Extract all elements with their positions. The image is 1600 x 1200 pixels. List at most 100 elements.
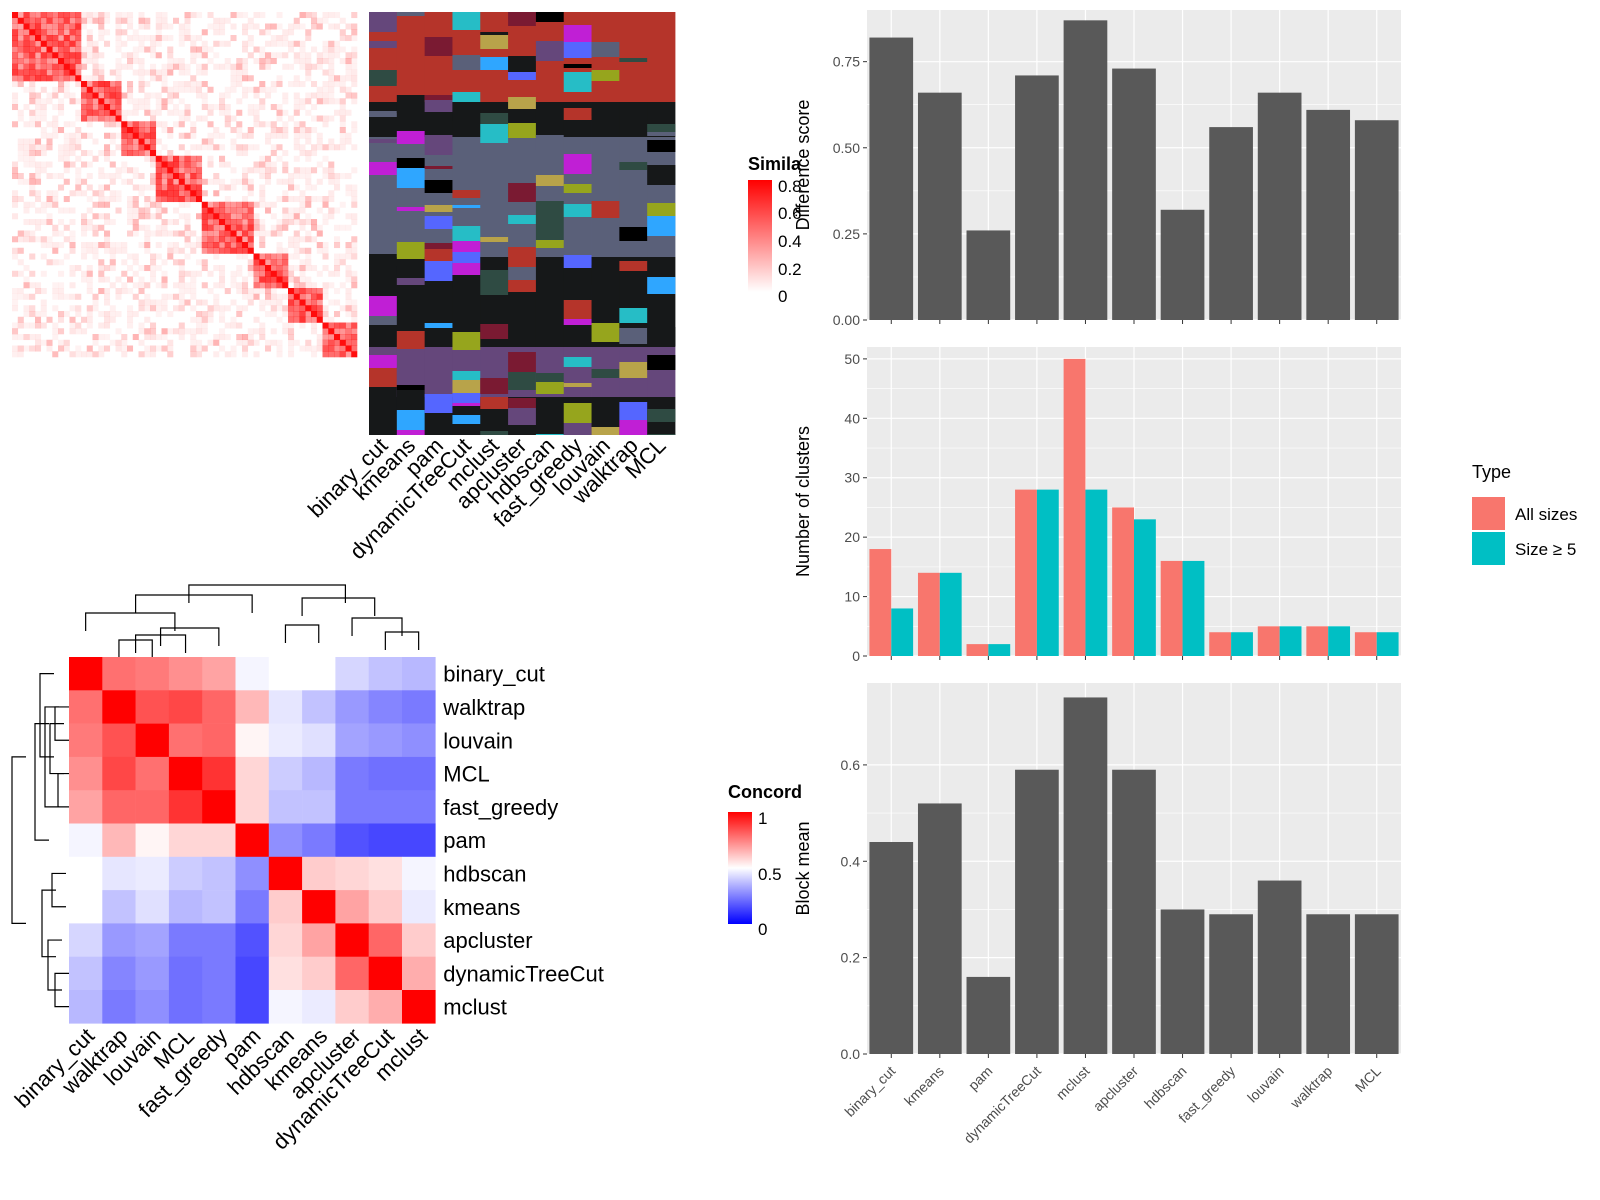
similarity-cell <box>52 305 59 312</box>
similarity-cell <box>138 282 145 289</box>
similarity-cell <box>109 190 116 197</box>
similarity-cell <box>322 345 329 352</box>
concordance-cell <box>235 790 270 824</box>
similarity-cell <box>12 173 19 180</box>
similarity-cell <box>52 121 59 128</box>
similarity-cell <box>282 63 289 70</box>
similarity-cell <box>167 219 174 226</box>
concordance-cell <box>168 657 203 691</box>
similarity-cell <box>305 247 312 254</box>
similarity-cell <box>334 75 341 82</box>
partition-block <box>591 42 620 57</box>
similarity-cell <box>247 299 254 306</box>
similarity-cell <box>52 196 59 203</box>
similarity-cell <box>236 334 243 341</box>
similarity-cell <box>86 75 93 82</box>
similarity-cell <box>270 293 277 300</box>
similarity-cell <box>98 63 105 70</box>
concordance-cell <box>202 890 236 924</box>
similarity-cell <box>144 23 151 30</box>
similarity-cell <box>12 334 19 341</box>
similarity-cell <box>259 305 266 312</box>
bar-kmeans <box>917 92 962 320</box>
similarity-cell <box>86 242 93 249</box>
similarity-cell <box>86 345 93 352</box>
similarity-cell <box>293 305 300 312</box>
similarity-cell <box>104 86 111 93</box>
similarity-cell <box>265 230 272 237</box>
legend-swatch-size-ge5 <box>1472 532 1505 565</box>
similarity-cell <box>52 127 59 134</box>
y-tick-label: 30 <box>844 470 860 486</box>
similarity-cell <box>115 190 122 197</box>
similarity-cell <box>132 224 139 231</box>
similarity-cell <box>161 75 168 82</box>
y-tick-label: 0.25 <box>833 226 860 242</box>
bar-mclust <box>1063 20 1108 321</box>
concordance-cell <box>268 657 303 691</box>
similarity-cell <box>46 242 53 249</box>
similarity-cell <box>150 345 157 352</box>
similarity-cell <box>92 230 99 237</box>
similarity-cell <box>173 184 180 191</box>
similarity-cell <box>270 339 277 346</box>
similarity-cell <box>219 23 226 30</box>
similarity-cell <box>17 138 24 145</box>
similarity-cell <box>196 270 203 277</box>
similarity-cell <box>40 167 47 174</box>
similarity-cell <box>161 224 168 231</box>
similarity-cell <box>207 270 214 277</box>
similarity-cell <box>127 276 134 283</box>
concordance-cell <box>102 890 136 924</box>
similarity-cell <box>230 322 237 329</box>
similarity-cell <box>40 299 47 306</box>
similarity-cell <box>92 247 99 254</box>
similarity-cell <box>155 265 162 272</box>
similarity-cell <box>173 219 180 226</box>
similarity-cell <box>69 236 76 243</box>
similarity-cell <box>339 35 346 42</box>
similarity-cell <box>213 29 220 36</box>
similarity-cell <box>282 190 289 197</box>
concordance-cell <box>268 990 303 1024</box>
similarity-cell <box>58 127 65 134</box>
similarity-legend: Simila 0.8 0.6 0.4 0.2 0 <box>748 154 802 306</box>
partition-block <box>396 385 426 390</box>
similarity-cell <box>305 167 312 174</box>
partition-block <box>647 140 676 152</box>
similarity-cell <box>311 17 318 24</box>
similarity-cell <box>253 144 260 151</box>
partition-block <box>369 254 398 268</box>
concordance-cell <box>302 723 336 758</box>
similarity-cell <box>46 52 53 59</box>
similarity-cell <box>351 63 358 70</box>
similarity-cell <box>127 150 134 157</box>
similarity-cell <box>12 121 19 128</box>
similarity-cell <box>173 63 180 70</box>
concordance-heatmap <box>69 657 436 1024</box>
similarity-cell <box>219 98 226 105</box>
similarity-cell <box>132 132 139 139</box>
similarity-cell <box>316 334 323 341</box>
similarity-cell <box>184 253 191 260</box>
similarity-cell <box>23 63 30 70</box>
similarity-cell <box>35 339 42 346</box>
partition-block <box>452 205 481 208</box>
similarity-cell <box>115 46 122 53</box>
similarity-cell <box>138 132 145 139</box>
concordance-cell <box>402 657 436 691</box>
similarity-cell <box>86 86 93 93</box>
similarity-cell <box>178 109 185 116</box>
similarity-cell <box>23 293 30 300</box>
similarity-cell <box>86 52 93 59</box>
similarity-cell <box>29 63 36 70</box>
similarity-cell <box>155 52 162 59</box>
similarity-cell <box>351 339 358 346</box>
similarity-cell <box>276 219 283 226</box>
similarity-cell <box>213 40 220 47</box>
similarity-cell <box>178 259 185 266</box>
similarity-cell <box>150 75 157 82</box>
similarity-cell <box>178 167 185 174</box>
similarity-cell <box>17 173 24 180</box>
similarity-cell <box>178 196 185 203</box>
